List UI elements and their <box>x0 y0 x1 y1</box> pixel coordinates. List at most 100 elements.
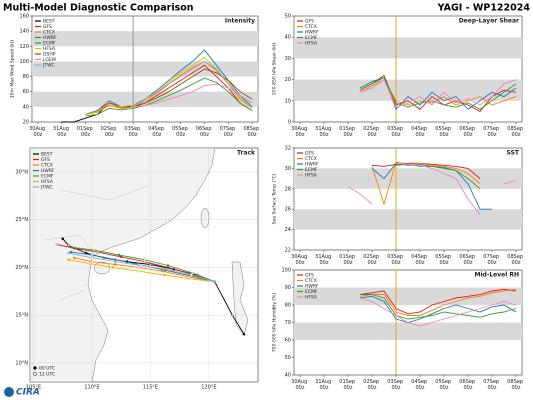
x-tick-label: 04Sep 00z <box>411 254 428 266</box>
track-point <box>90 253 94 257</box>
shaded-band <box>32 61 258 77</box>
y-axis-label: 700-500 hPa Humidity (%) <box>272 293 278 353</box>
track-point <box>163 273 166 277</box>
y-tick-label: 50 <box>285 355 291 361</box>
marker-legend-symbol <box>33 366 37 370</box>
x-tick-label: 06Sep 00z <box>459 254 476 266</box>
track-point <box>90 256 94 260</box>
series-line <box>371 162 481 179</box>
legend-label: ECMF <box>305 35 318 41</box>
x-tick-label: 31Aug 00z <box>315 254 333 266</box>
x-tick-label: 115°E <box>143 385 158 391</box>
series-line <box>359 74 517 112</box>
series-line <box>359 295 517 323</box>
y-tick-label: 120 <box>19 44 29 50</box>
x-tick-label: 30Aug 00z <box>291 254 309 266</box>
legend-label: ECMF <box>305 289 318 295</box>
y-tick-label: 28 <box>285 186 291 192</box>
y-tick-label: 10°N <box>15 360 28 366</box>
x-tick-label: 01Sep 00z <box>339 379 356 391</box>
track-point <box>137 269 141 273</box>
x-tick-label: 04Sep 00z <box>411 379 428 391</box>
track-point <box>67 258 70 262</box>
track-point <box>90 260 94 263</box>
y-tick-label: 15°N <box>15 313 28 319</box>
x-tick-label: 05Sep 00z <box>172 126 189 138</box>
track-point <box>190 273 193 277</box>
series-line <box>360 294 517 320</box>
y-tick-label: 100 <box>281 268 291 274</box>
shaded-band <box>294 322 522 340</box>
y-tick-label: 30 <box>285 166 291 172</box>
track-point <box>67 244 70 247</box>
series-line <box>347 162 517 215</box>
track-point <box>188 277 192 281</box>
track-point <box>88 262 91 265</box>
y-tick-label: 60 <box>23 89 29 95</box>
x-tick-label: 05Sep 00z <box>435 254 452 266</box>
track-point <box>61 237 65 241</box>
legend-label: CTCX <box>41 163 53 169</box>
track-point <box>117 253 121 257</box>
track-point <box>165 267 169 271</box>
y-tick-label: 26 <box>285 207 291 213</box>
y-tick-label: 20 <box>23 120 29 126</box>
x-tick-label: 08Sep 00z <box>243 126 260 138</box>
y-tick-label: 40 <box>285 35 291 41</box>
logo-icon <box>4 387 14 397</box>
shaded-band <box>294 168 522 189</box>
y-tick-label: 140 <box>19 29 29 35</box>
track-point <box>143 258 146 262</box>
x-tick-label: 03Sep 00z <box>124 126 141 138</box>
x-tick-label: 06Sep 00z <box>196 126 213 138</box>
series-line <box>85 49 253 115</box>
y-tick-label: 30 <box>285 56 291 62</box>
legend-label: HWRF <box>305 284 319 290</box>
map-land <box>30 148 249 382</box>
x-tick-label: 30Aug 00z <box>29 126 47 138</box>
marker-legend-label: 00 UTC <box>39 366 55 372</box>
x-tick-label: 31Aug 00z <box>315 126 333 138</box>
x-tick-label: 05Sep 00z <box>435 379 452 391</box>
x-tick-label: 07Sep 00z <box>483 254 500 266</box>
legend-label: GFS <box>305 19 314 25</box>
legend-label: ECMF <box>41 174 54 180</box>
track-point <box>93 248 96 252</box>
legend-label: ECMF <box>43 41 56 47</box>
shaded-band <box>294 287 522 305</box>
plot-area <box>293 15 523 123</box>
x-tick-label: 02Sep 00z <box>363 126 380 138</box>
x-tick-label: 03Sep 00z <box>387 126 404 138</box>
x-tick-label: 07Sep 00z <box>483 379 500 391</box>
x-tick-label: 04Sep 00z <box>411 126 428 138</box>
y-tick-label: 0 <box>288 120 291 126</box>
legend-label: ECMF <box>305 167 318 173</box>
x-tick-label: 02Sep 00z <box>363 254 380 266</box>
track-line <box>56 244 215 283</box>
series-line <box>85 77 253 117</box>
series-line <box>132 60 253 108</box>
x-tick-label: 05Sep 00z <box>435 126 452 138</box>
legend-label: JTWC <box>40 185 53 191</box>
x-tick-label: 06Sep 00z <box>459 126 476 138</box>
logo: CIRA <box>16 388 40 398</box>
y-axis-label: 200-850 hPa Shear (kt) <box>272 43 278 95</box>
legend-label: HFSA <box>305 41 318 47</box>
legend-label: HWRF <box>43 35 57 41</box>
x-tick-label: 01Sep 00z <box>339 254 356 266</box>
borders <box>44 184 151 301</box>
track-point <box>137 266 141 269</box>
y-tick-label: 160 <box>19 14 29 20</box>
legend-label: CTCX <box>305 156 317 162</box>
y-tick-label: 40 <box>23 104 29 110</box>
y-tick-label: 40 <box>285 373 291 379</box>
legend-label: HWRF <box>41 168 55 174</box>
track-point <box>111 266 115 269</box>
shaded-band <box>294 37 522 59</box>
legend-label: GFS <box>305 151 314 157</box>
track-point <box>67 251 70 255</box>
series-line <box>359 76 517 110</box>
track-point <box>242 332 246 336</box>
marker-legend-label: 12 UTC <box>39 372 55 378</box>
